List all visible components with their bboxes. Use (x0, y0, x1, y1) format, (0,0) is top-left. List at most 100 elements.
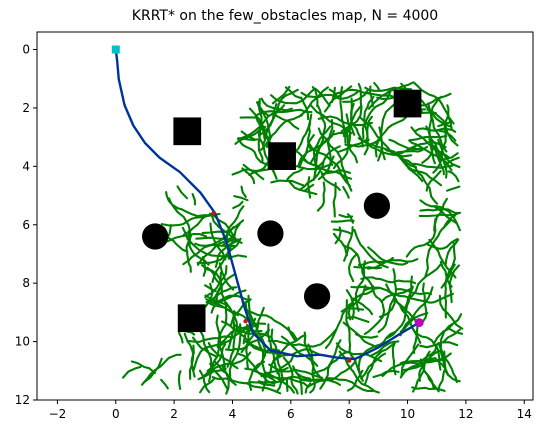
tree-branch (370, 340, 400, 357)
x-tick-label: 8 (345, 407, 353, 421)
tree-branch (346, 315, 370, 323)
tree-branch (399, 157, 439, 205)
tree-branch (416, 95, 453, 128)
tree-branch (246, 323, 267, 370)
tree-branch (448, 327, 464, 335)
tree-branch (373, 81, 381, 92)
tree-branch (298, 134, 315, 169)
tree-branch (196, 237, 242, 265)
tree-branch (421, 344, 438, 362)
tree-branch (241, 167, 256, 185)
tree-branch (352, 297, 374, 316)
tree-branch (445, 156, 460, 166)
tree-branch (232, 200, 244, 210)
tree-branch (344, 104, 363, 144)
tree-branch (311, 86, 319, 108)
tree-branch (237, 137, 259, 142)
tree-branch (233, 195, 249, 202)
path-waypoint (346, 358, 352, 363)
tree-branch (401, 357, 437, 372)
tree-branch (244, 367, 278, 384)
tree-branch (338, 213, 354, 218)
tree-branch (332, 228, 353, 235)
tree-branch (330, 219, 355, 223)
y-tick-label: 6 (22, 218, 30, 232)
tree-branch (368, 85, 374, 108)
tree-branch (214, 240, 238, 269)
tree-branch (317, 115, 373, 127)
tree-branch (338, 350, 380, 394)
tree-branch (257, 340, 267, 392)
x-tick-label: 4 (229, 407, 237, 421)
x-tick-label: 14 (517, 407, 532, 421)
tree-branch (395, 288, 433, 296)
x-tick-label: −2 (49, 407, 67, 421)
circle-obstacle (303, 283, 331, 310)
tree-branch (353, 265, 383, 270)
tree-branch (331, 86, 336, 104)
tree-branch (208, 212, 237, 241)
tree-branch (240, 130, 256, 141)
tree-branch (287, 326, 297, 342)
tree-branch (182, 226, 235, 266)
tree-branch (388, 138, 423, 151)
goal-marker (414, 318, 424, 328)
tree-branch (130, 360, 157, 374)
tree-branch (200, 264, 228, 326)
tree-branch (426, 238, 459, 250)
tree-branch (243, 339, 281, 352)
tree-branch (367, 258, 419, 270)
tree-branch (300, 91, 359, 100)
chart-title: KRRT* on the few_obstacles map, N = 4000 (132, 8, 438, 24)
tree-branch (400, 343, 420, 378)
tree-branch (332, 232, 348, 257)
tree-branch (325, 377, 374, 393)
tree-branch (360, 352, 387, 380)
tree-branch (276, 356, 294, 375)
tree-branch (288, 163, 333, 171)
tree-branch (418, 211, 462, 218)
tree-branch (374, 111, 437, 144)
tree-branch (419, 199, 461, 232)
tree-branch (433, 205, 458, 225)
x-tick-label: 12 (458, 407, 473, 421)
y-tick-label: 4 (22, 159, 30, 173)
tree-branch (377, 126, 384, 162)
square-obstacle (173, 117, 202, 146)
tree-branch (177, 370, 182, 390)
tree-branch (199, 377, 216, 394)
tree-branch (204, 294, 233, 312)
tree-branch (186, 335, 233, 343)
tree-branch (304, 382, 312, 394)
tree-branch (122, 365, 142, 379)
circle-obstacle (257, 220, 284, 247)
planned-path (114, 48, 421, 361)
tree-branch (246, 382, 282, 395)
tree-branch (421, 145, 436, 164)
tree-branch (342, 244, 375, 292)
tree-branch (209, 362, 229, 391)
tree-branch (379, 296, 396, 318)
tree-branch (218, 323, 227, 372)
tree-branch (221, 320, 280, 355)
tree-branch (342, 185, 350, 199)
tree-branch (340, 284, 367, 313)
tree-branch (309, 131, 348, 164)
square-obstacle (393, 89, 422, 118)
tree-branch (213, 360, 233, 381)
rrt-tree (122, 81, 464, 396)
tree-branch (240, 306, 265, 354)
tree-branch (160, 378, 169, 390)
tree-branch (211, 376, 276, 387)
tree-branch (260, 97, 293, 112)
tree-branch (267, 328, 338, 348)
y-axis-ticks: 0 2 4 6 8 10 12 (15, 43, 37, 407)
tree-branch (162, 232, 208, 244)
obstacles (142, 89, 422, 333)
tree-branch (256, 108, 313, 116)
tree-branch (342, 126, 359, 164)
tree-branch (320, 171, 341, 191)
tree-branch (391, 341, 397, 376)
tree-branch (412, 162, 454, 169)
